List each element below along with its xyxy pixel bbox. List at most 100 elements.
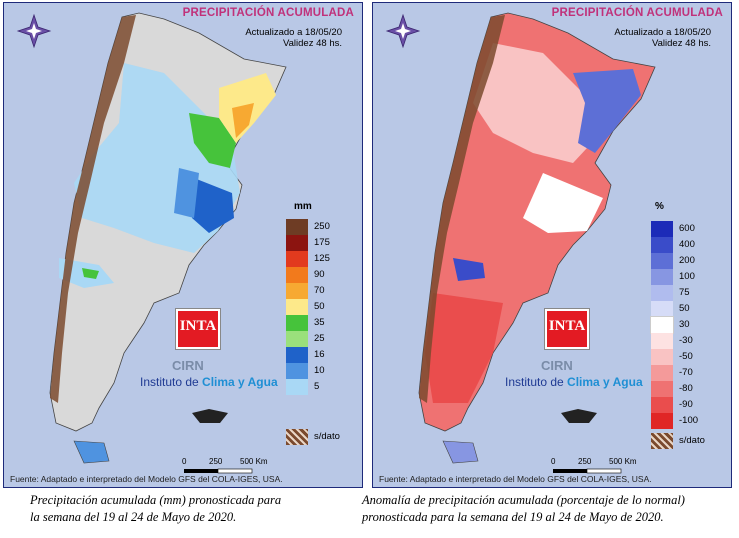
map-panel-precipitation: PRECIPITACIÓN ACUMULADA Actualizado a 18…: [3, 2, 363, 488]
legend-swatch: [286, 219, 308, 235]
legend-swatch: [286, 283, 308, 299]
legend-item: 30: [650, 316, 731, 334]
legend-item: 400: [651, 237, 731, 253]
nodata-swatch: [286, 429, 308, 445]
panel-title: PRECIPITACIÓN ACUMULADA: [182, 7, 354, 19]
legend-swatch: [286, 379, 308, 395]
scale-label-250: 250: [578, 457, 592, 466]
panel-title: PRECIPITACIÓN ACUMULADA: [551, 7, 723, 19]
institute-prefix: Instituto de: [140, 375, 203, 389]
legend-label: 50: [679, 303, 690, 314]
legend-item: 200: [651, 253, 731, 269]
legend-unit: mm: [294, 201, 312, 212]
legend-label: 200: [679, 255, 695, 266]
anomaly-positive-ne: [573, 69, 641, 153]
legend-swatch: [286, 235, 308, 251]
scale-bar: [553, 468, 622, 474]
inta-logo-text: INTA: [179, 318, 217, 334]
caption-line: pronosticada para la semana del 19 al 24…: [362, 510, 664, 524]
legend-swatch: [651, 413, 673, 429]
precip-patagonia-green: [82, 268, 99, 279]
updated-date: Actualizado a 18/05/20: [245, 27, 342, 38]
institute-highlight: Clima y Agua: [567, 375, 643, 389]
scale-label-0: 0: [182, 457, 187, 466]
legend-label: 30: [679, 319, 690, 330]
nodata-label: s/dato: [314, 431, 340, 442]
legend-unit: %: [655, 201, 664, 212]
tierra-del-fuego: [442, 440, 479, 464]
legend-label: 600: [679, 223, 695, 234]
legend-label: -30: [679, 335, 693, 346]
precip-90mm: [232, 103, 254, 138]
legend-item: 50: [651, 301, 731, 317]
legend-label: 75: [679, 287, 690, 298]
legend-item: 25: [286, 331, 362, 347]
legend-swatch: [651, 381, 673, 397]
legend-item: -30: [651, 333, 731, 349]
legend-swatch: [286, 331, 308, 347]
legend-item: -70: [651, 365, 731, 381]
validity: Validez 48 hs.: [652, 38, 711, 49]
precipitation-map: [16, 12, 287, 474]
caption-left: Precipitación acumulada (mm) pronosticad…: [30, 492, 281, 526]
inta-logo: INTA: [176, 309, 220, 349]
caption-line: la semana del 19 al 24 de Mayo de 2020.: [30, 510, 237, 524]
legend-item: 175: [286, 235, 362, 251]
nodata-label: s/dato: [679, 435, 705, 446]
institute-name: Instituto de Clima y Agua: [505, 375, 643, 389]
institute-highlight: Clima y Agua: [202, 375, 278, 389]
compass-rose-icon: [16, 13, 52, 49]
legend-label: 100: [679, 271, 695, 282]
legend-label: -90: [679, 399, 693, 410]
institute-prefix: Instituto de: [505, 375, 568, 389]
legend-label: 125: [314, 253, 330, 264]
legend-nodata: s/dato: [651, 433, 731, 449]
legend-label: 70: [314, 285, 325, 296]
inta-logo-text: INTA: [548, 318, 586, 334]
legend-swatch: [651, 365, 673, 381]
legend-label: 35: [314, 317, 325, 328]
scale-bar: [184, 468, 253, 474]
scale-label-500: 500 Km: [240, 457, 268, 466]
scale-label-0: 0: [551, 457, 556, 466]
map-panel-anomaly: PRECIPITACIÓN ACUMULADA Actualizado a 18…: [372, 2, 732, 488]
legend-label: -70: [679, 367, 693, 378]
legend-swatch: [651, 349, 673, 365]
cirn-label: CIRN: [541, 358, 573, 373]
malvinas-islands: [561, 409, 597, 423]
legend-item: 16: [286, 347, 362, 363]
legend-swatch: [286, 251, 308, 267]
legend-item: -90: [651, 397, 731, 413]
legend-item: 10: [286, 363, 362, 379]
legend-label: -80: [679, 383, 693, 394]
legend-item: 75: [651, 285, 731, 301]
update-info: Actualizado a 18/05/20 Validez 48 hs.: [614, 27, 711, 49]
legend-swatch: [286, 267, 308, 283]
legend-item: -80: [651, 381, 731, 397]
tierra-del-fuego: [73, 440, 110, 464]
caption-line: Precipitación acumulada (mm) pronosticad…: [30, 493, 282, 507]
legend-item: 70: [286, 283, 362, 299]
updated-date: Actualizado a 18/05/20: [614, 27, 711, 38]
legend-nodata: s/dato: [286, 429, 362, 445]
legend-swatch: [286, 347, 308, 363]
nodata-swatch: [651, 433, 673, 449]
legend-swatch: [650, 316, 674, 334]
nodata-andes: [419, 15, 505, 403]
legend-item: 250: [286, 219, 362, 235]
legend-label: 16: [314, 349, 325, 360]
caption-right: Anomalía de precipitación acumulada (por…: [362, 492, 685, 526]
nodata-andes: [50, 15, 136, 403]
legend-swatch: [286, 299, 308, 315]
legend-swatch: [651, 253, 673, 269]
legend-swatch: [651, 301, 673, 317]
legend-item: 600: [651, 221, 731, 237]
precip-10mm: [174, 168, 199, 218]
legend-swatch: [651, 269, 673, 285]
legend-swatch: [651, 397, 673, 413]
legend-item: 90: [286, 267, 362, 283]
legend-swatch: [651, 221, 673, 237]
legend-label: -100: [679, 415, 699, 426]
inta-logo: INTA: [545, 309, 589, 349]
legend-item: -100: [651, 413, 731, 429]
